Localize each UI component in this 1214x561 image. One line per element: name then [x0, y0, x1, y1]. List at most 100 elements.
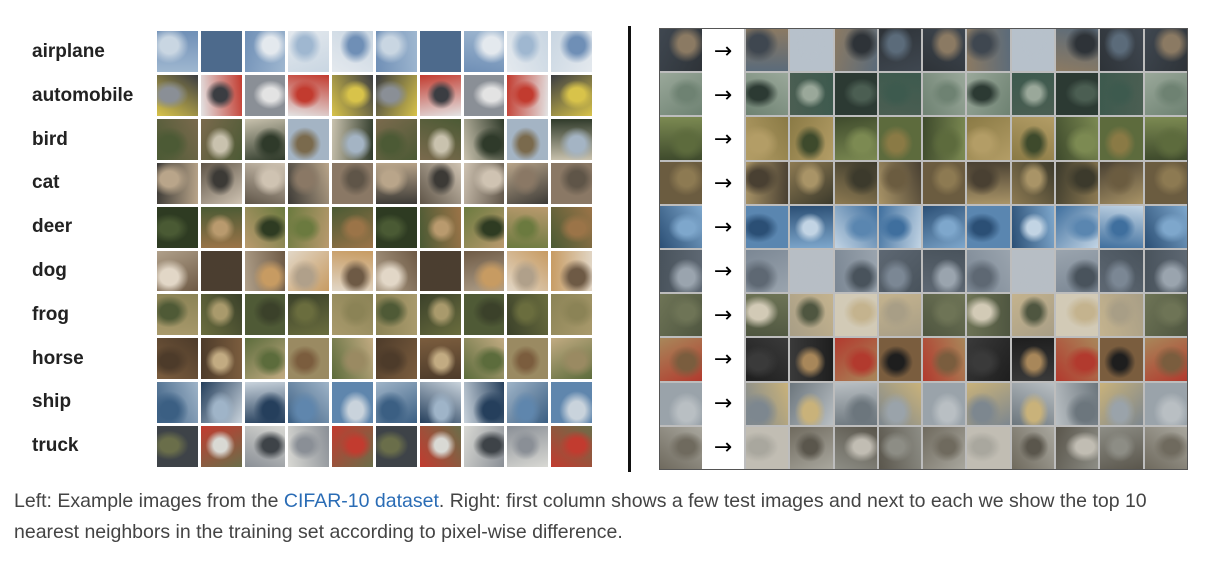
neighbor-image — [923, 426, 966, 469]
arrow-icon: → — [713, 390, 733, 416]
neighbor-image — [834, 382, 877, 425]
neighbor-image — [790, 73, 833, 116]
nearest-neighbors-grid — [746, 29, 1187, 469]
caption-suffix: . Right: first column shows a few test i… — [14, 490, 1147, 543]
cifar10-dataset-link[interactable]: CIFAR-10 dataset — [283, 490, 439, 512]
test-image — [660, 382, 702, 425]
arrow-icon: → — [713, 346, 733, 372]
sample-image — [507, 250, 549, 292]
sample-image — [288, 426, 330, 467]
neighbor-image — [1144, 29, 1187, 72]
neighbor-image — [790, 382, 833, 425]
sample-image — [375, 162, 417, 204]
sample-image — [332, 31, 373, 72]
neighbor-image — [967, 117, 1010, 160]
neighbor-image — [923, 250, 966, 293]
sample-image — [419, 382, 461, 424]
neighbor-image — [1100, 161, 1143, 204]
neighbor-image — [967, 338, 1010, 381]
arrow-icon: → — [713, 82, 733, 108]
neighbor-image — [923, 73, 966, 116]
sample-image — [463, 118, 505, 160]
test-image — [660, 205, 702, 248]
test-image — [660, 250, 702, 293]
neighbor-image — [1056, 117, 1099, 160]
neighbor-image — [1056, 29, 1099, 72]
sample-image — [551, 250, 592, 292]
test-image — [660, 294, 702, 337]
neighbor-image — [878, 426, 922, 469]
sample-image — [288, 338, 330, 380]
sample-image — [244, 250, 286, 292]
neighbor-image — [834, 73, 877, 116]
sample-image — [244, 294, 286, 336]
sample-image — [200, 338, 242, 380]
neighbor-image — [1011, 250, 1055, 293]
neighbor-image — [790, 426, 833, 469]
sample-image — [507, 206, 549, 248]
sample-image — [244, 206, 286, 248]
neighbor-image — [878, 338, 922, 381]
test-image — [660, 338, 702, 381]
class-label-horse: horse — [32, 347, 84, 369]
neighbor-image — [834, 426, 877, 469]
sample-image — [507, 74, 549, 116]
neighbor-image — [1100, 29, 1143, 72]
sample-image — [288, 162, 330, 204]
sample-image — [507, 382, 549, 424]
neighbor-image — [1056, 338, 1099, 381]
sample-image — [332, 206, 373, 248]
sample-image — [157, 162, 198, 204]
neighbor-image — [1100, 117, 1143, 160]
neighbor-image — [1144, 382, 1187, 425]
sample-image — [551, 162, 592, 204]
neighbor-image — [967, 205, 1010, 248]
neighbor-image — [923, 294, 966, 337]
sample-image — [463, 382, 505, 424]
neighbor-image — [967, 250, 1010, 293]
sample-image — [419, 294, 461, 336]
sample-image — [332, 294, 373, 336]
sample-image — [463, 338, 505, 380]
neighbor-image — [967, 73, 1010, 116]
neighbor-image — [746, 250, 789, 293]
sample-image — [419, 426, 461, 467]
sample-image — [507, 338, 549, 380]
sample-image — [332, 250, 373, 292]
neighbor-image — [790, 29, 833, 72]
sample-image — [288, 74, 330, 116]
neighbor-image — [1011, 161, 1055, 204]
neighbor-image — [746, 117, 789, 160]
sample-image — [507, 426, 549, 467]
sample-image — [507, 118, 549, 160]
sample-image — [157, 294, 198, 336]
sample-image — [200, 31, 242, 72]
sample-image — [463, 31, 505, 72]
sample-image — [332, 118, 373, 160]
neighbor-image — [878, 73, 922, 116]
sample-image — [200, 162, 242, 204]
arrow-icon: → — [713, 258, 733, 284]
neighbor-image — [834, 29, 877, 72]
neighbor-image — [746, 294, 789, 337]
sample-image — [375, 250, 417, 292]
sample-image — [551, 382, 592, 424]
class-label-automobile: automobile — [32, 84, 134, 106]
sample-image — [463, 426, 505, 467]
sample-image — [200, 382, 242, 424]
neighbor-image — [878, 205, 922, 248]
test-image — [660, 117, 702, 160]
sample-image — [288, 118, 330, 160]
neighbor-image — [1011, 73, 1055, 116]
neighbor-image — [923, 117, 966, 160]
sample-image — [332, 162, 373, 204]
neighbor-image — [923, 205, 966, 248]
sample-image — [375, 74, 417, 116]
neighbor-image — [878, 161, 922, 204]
neighbor-image — [1056, 426, 1099, 469]
class-label-bird: bird — [32, 128, 68, 150]
neighbor-image — [1100, 294, 1143, 337]
sample-image — [463, 206, 505, 248]
sample-image — [375, 31, 417, 72]
sample-image — [551, 118, 592, 160]
